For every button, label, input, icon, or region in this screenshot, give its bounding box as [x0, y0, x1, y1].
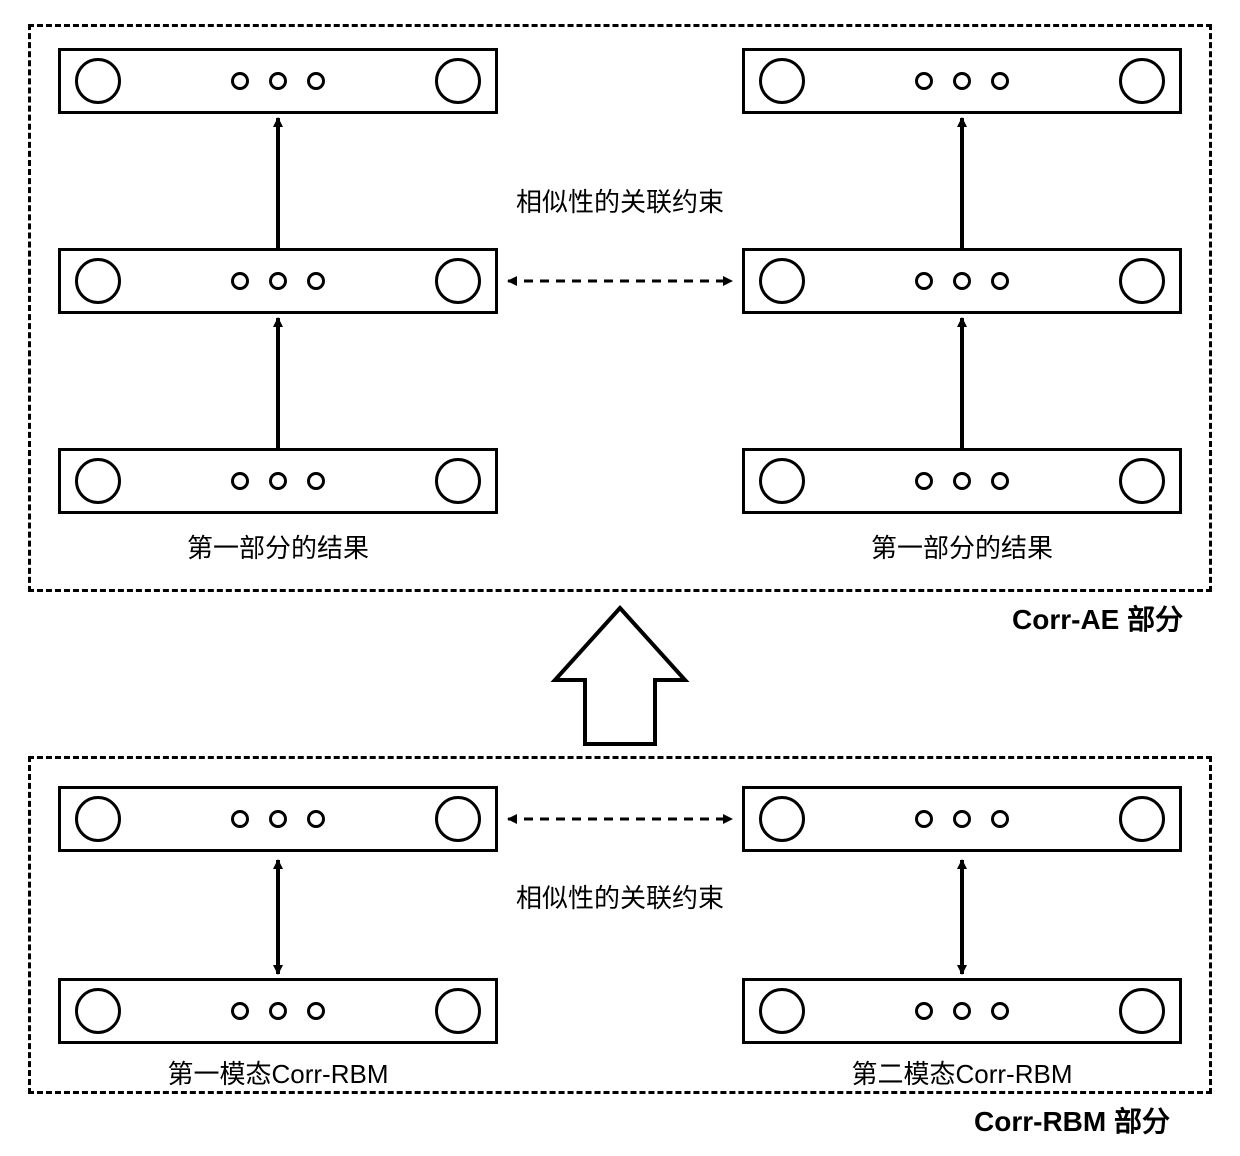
bottom-constraint-label: 相似性的关联约束 — [503, 878, 737, 915]
node-small — [307, 810, 325, 828]
rbm-left-col-label: 第一模态Corr-RBM — [58, 1054, 498, 1091]
node-small — [915, 810, 933, 828]
ae-right-layer-mid — [742, 248, 1182, 314]
rbm-right-col-label: 第二模态Corr-RBM — [742, 1054, 1182, 1091]
node-big — [1119, 796, 1165, 842]
node-big — [435, 796, 481, 842]
node-big — [435, 258, 481, 304]
node-dots — [231, 272, 325, 290]
node-small — [231, 72, 249, 90]
node-big — [75, 458, 121, 504]
node-big — [75, 58, 121, 104]
rbm-right-layer-top — [742, 786, 1182, 852]
node-dots — [915, 272, 1009, 290]
node-dots — [231, 472, 325, 490]
corr-rbm-label: Corr-RBM 部分 — [974, 1100, 1170, 1140]
node-big — [435, 458, 481, 504]
node-dots — [231, 72, 325, 90]
ae-left-layer-bot — [58, 448, 498, 514]
node-big — [759, 258, 805, 304]
node-small — [307, 1002, 325, 1020]
node-big — [435, 58, 481, 104]
node-small — [991, 472, 1009, 490]
node-small — [269, 72, 287, 90]
node-small — [991, 72, 1009, 90]
node-big — [75, 988, 121, 1034]
node-dots — [231, 1002, 325, 1020]
node-dots — [915, 810, 1009, 828]
node-big — [759, 58, 805, 104]
node-small — [915, 72, 933, 90]
node-small — [915, 272, 933, 290]
node-small — [953, 72, 971, 90]
node-small — [953, 810, 971, 828]
node-small — [307, 72, 325, 90]
corr-ae-label: Corr-AE 部分 — [1012, 598, 1183, 638]
node-big — [435, 988, 481, 1034]
node-big — [1119, 258, 1165, 304]
node-small — [915, 472, 933, 490]
rbm-left-layer-bot — [58, 978, 498, 1044]
node-small — [231, 1002, 249, 1020]
node-big — [759, 988, 805, 1034]
ae-right-col-label: 第一部分的结果 — [742, 528, 1182, 565]
ae-left-layer-top — [58, 48, 498, 114]
node-dots — [915, 1002, 1009, 1020]
node-small — [953, 472, 971, 490]
node-small — [991, 272, 1009, 290]
node-big — [759, 458, 805, 504]
block-arrow-icon — [555, 608, 685, 744]
node-small — [953, 272, 971, 290]
node-small — [269, 1002, 287, 1020]
node-big — [1119, 458, 1165, 504]
node-big — [75, 796, 121, 842]
node-small — [269, 272, 287, 290]
node-dots — [915, 72, 1009, 90]
node-small — [269, 810, 287, 828]
node-small — [231, 272, 249, 290]
node-big — [759, 796, 805, 842]
ae-left-col-label: 第一部分的结果 — [58, 528, 498, 565]
rbm-left-layer-top — [58, 786, 498, 852]
rbm-right-layer-bot — [742, 978, 1182, 1044]
node-big — [75, 258, 121, 304]
node-big — [1119, 58, 1165, 104]
node-small — [991, 810, 1009, 828]
node-small — [231, 472, 249, 490]
node-small — [269, 472, 287, 490]
ae-right-layer-top — [742, 48, 1182, 114]
node-small — [953, 1002, 971, 1020]
node-small — [307, 472, 325, 490]
node-dots — [231, 810, 325, 828]
node-small — [915, 1002, 933, 1020]
node-big — [1119, 988, 1165, 1034]
node-small — [307, 272, 325, 290]
node-dots — [915, 472, 1009, 490]
node-small — [231, 810, 249, 828]
node-small — [991, 1002, 1009, 1020]
top-constraint-label: 相似性的关联约束 — [503, 182, 737, 219]
ae-right-layer-bot — [742, 448, 1182, 514]
ae-left-layer-mid — [58, 248, 498, 314]
